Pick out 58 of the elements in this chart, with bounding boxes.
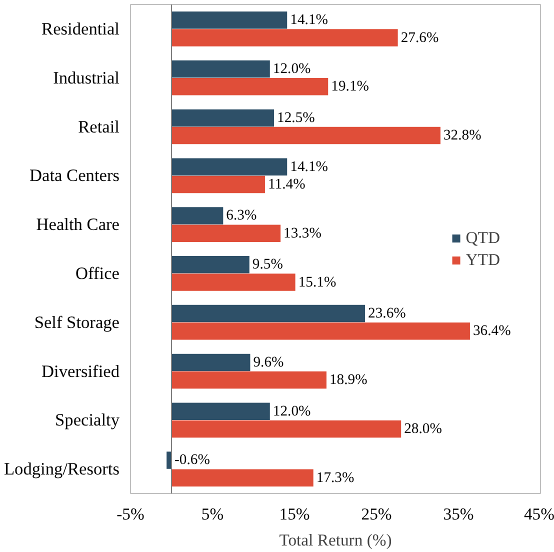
data-label: 23.6% xyxy=(368,306,406,322)
x-tick-label: 45% xyxy=(524,504,554,524)
y-tick-label: Data Centers xyxy=(30,166,120,186)
bar xyxy=(172,256,250,274)
data-label: 18.9% xyxy=(329,372,368,388)
bar xyxy=(172,207,224,224)
legend-label: YTD xyxy=(466,250,500,270)
bar xyxy=(172,322,470,340)
data-label: 12.0% xyxy=(272,403,311,420)
x-tick-label: 35% xyxy=(443,504,474,524)
data-label: 12.0% xyxy=(272,61,311,78)
data-label: 6.3% xyxy=(226,208,257,224)
bar xyxy=(172,176,265,194)
bar xyxy=(172,304,366,322)
y-tick-label: Lodging/Resorts xyxy=(4,460,120,479)
data-label: -0.6% xyxy=(174,452,210,468)
data-label: 19.1% xyxy=(331,78,369,95)
y-tick-label: Diversified xyxy=(42,362,120,381)
data-label: 9.5% xyxy=(252,256,283,273)
x-tick-label: 15% xyxy=(279,504,310,524)
data-label: 9.6% xyxy=(253,354,284,370)
bar xyxy=(172,126,440,144)
x-tick-label: -5% xyxy=(116,504,144,524)
data-label: 13.3% xyxy=(284,225,322,242)
bar xyxy=(172,402,270,420)
y-tick-label: Industrial xyxy=(53,68,120,88)
bar xyxy=(172,274,296,291)
bar xyxy=(172,158,288,176)
data-label: 32.8% xyxy=(443,128,482,144)
data-label: 28.0% xyxy=(404,420,442,437)
data-label: 14.1% xyxy=(290,12,328,28)
y-tick-label: Self Storage xyxy=(34,312,120,332)
data-label: 27.6% xyxy=(400,30,439,46)
legend-label: QTD xyxy=(466,228,500,248)
y-tick-label: Specialty xyxy=(55,410,120,430)
data-label: 11.4% xyxy=(268,176,306,192)
bar xyxy=(172,78,328,96)
y-tick-label: Health Care xyxy=(36,215,120,234)
y-tick-label: Retail xyxy=(78,117,120,136)
bar xyxy=(172,469,314,486)
bar xyxy=(172,109,274,127)
bar xyxy=(172,12,288,29)
data-label: 12.5% xyxy=(277,110,315,126)
x-tick-label: 25% xyxy=(361,504,392,524)
x-tick-label: 5% xyxy=(201,504,224,524)
bar xyxy=(172,29,398,46)
data-label: 17.3% xyxy=(316,470,354,486)
bar xyxy=(172,60,270,78)
data-label: 36.4% xyxy=(472,323,511,340)
bar xyxy=(172,420,402,438)
bar xyxy=(172,224,281,242)
y-tick-label: Office xyxy=(76,264,120,283)
data-label: 15.1% xyxy=(298,274,336,290)
y-tick-label: Residential xyxy=(42,19,120,38)
bar xyxy=(172,371,326,389)
data-label: 14.1% xyxy=(290,158,328,175)
bar xyxy=(172,354,250,372)
x-axis-title: Total Return (%) xyxy=(279,530,392,550)
